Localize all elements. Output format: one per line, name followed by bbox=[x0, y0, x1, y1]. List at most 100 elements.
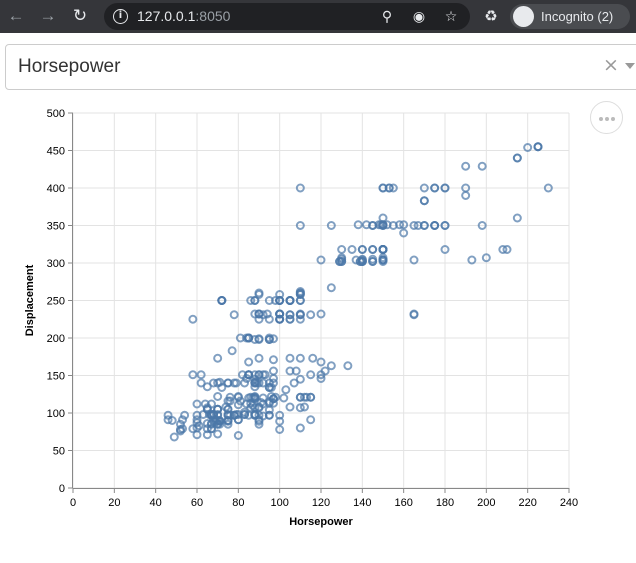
data-point bbox=[268, 366, 278, 376]
data-point bbox=[316, 370, 326, 380]
data-point bbox=[388, 183, 398, 193]
x-tick-label: 120 bbox=[312, 497, 330, 509]
data-point bbox=[295, 423, 305, 433]
data-point bbox=[502, 245, 512, 254]
clear-icon[interactable]: × bbox=[603, 54, 619, 76]
data-point bbox=[295, 288, 305, 298]
data-point bbox=[335, 257, 345, 266]
data-point bbox=[316, 309, 326, 319]
y-tick-label: 150 bbox=[47, 371, 65, 383]
data-point bbox=[419, 221, 429, 230]
data-point bbox=[242, 399, 252, 409]
data-point bbox=[353, 220, 363, 230]
data-point bbox=[337, 245, 347, 254]
data-point bbox=[254, 419, 264, 429]
x-tick-label: 80 bbox=[232, 497, 244, 509]
address-bar[interactable]: i 127.0.0.1:8050 ⚲ ◉ ☆ bbox=[104, 3, 470, 30]
more-dot-icon bbox=[611, 117, 615, 121]
data-point bbox=[306, 392, 316, 402]
data-point bbox=[254, 370, 264, 380]
data-point bbox=[295, 392, 305, 402]
data-point bbox=[275, 425, 285, 434]
data-point bbox=[213, 353, 223, 363]
data-point bbox=[202, 382, 212, 392]
eye-off-icon[interactable]: ◉ bbox=[412, 9, 426, 25]
x-tick-label: 20 bbox=[108, 497, 120, 509]
data-point bbox=[237, 370, 247, 380]
data-point bbox=[233, 431, 243, 440]
data-point bbox=[268, 355, 278, 365]
data-point bbox=[285, 366, 295, 376]
browser-toolbar: ← → ↻ i 127.0.0.1:8050 ⚲ ◉ ☆ ♻ Incognito… bbox=[0, 0, 636, 33]
data-point bbox=[308, 353, 318, 363]
data-point bbox=[233, 410, 243, 419]
chart-actions-button[interactable] bbox=[590, 101, 623, 134]
reload-icon[interactable]: ↻ bbox=[72, 6, 88, 25]
site-info-icon[interactable]: i bbox=[113, 9, 128, 24]
scatter-chart: 0 20 40 60 80 100 120 140 160 180 200 220 240 0 50 100 1… bbox=[24, 108, 578, 528]
data-point bbox=[498, 245, 508, 254]
x-tick-label: 200 bbox=[477, 497, 495, 509]
x-tick-label: 60 bbox=[191, 497, 203, 509]
y-tick-label: 400 bbox=[47, 183, 65, 195]
data-point bbox=[175, 425, 185, 434]
data-point bbox=[268, 334, 278, 344]
data-point bbox=[167, 416, 177, 425]
data-point bbox=[169, 432, 179, 442]
data-point bbox=[306, 370, 316, 380]
x-tick-label: 40 bbox=[150, 497, 162, 509]
data-point bbox=[409, 310, 419, 320]
variable-dropdown[interactable]: Horsepower × bbox=[5, 44, 636, 90]
x-tick-label: 220 bbox=[518, 497, 536, 509]
incognito-label: Incognito (2) bbox=[541, 9, 614, 24]
data-point bbox=[258, 310, 268, 320]
data-point bbox=[543, 183, 553, 193]
data-point bbox=[258, 370, 268, 380]
data-point bbox=[202, 430, 212, 440]
y-tick-label: 200 bbox=[47, 333, 65, 345]
data-point bbox=[285, 353, 295, 363]
data-point bbox=[196, 370, 206, 380]
star-icon[interactable]: ☆ bbox=[444, 9, 458, 25]
data-point bbox=[467, 255, 477, 265]
data-point bbox=[343, 361, 353, 371]
data-point bbox=[285, 402, 295, 412]
data-point bbox=[368, 245, 378, 254]
data-point bbox=[192, 423, 202, 433]
data-point bbox=[295, 353, 305, 363]
back-arrow-icon[interactable]: ← bbox=[7, 6, 25, 25]
data-point bbox=[223, 416, 233, 426]
zoom-icon[interactable]: ⚲ bbox=[381, 9, 393, 25]
url-text[interactable]: 127.0.0.1:8050 bbox=[137, 8, 231, 24]
data-point bbox=[533, 142, 543, 152]
chevron-down-icon[interactable] bbox=[625, 63, 635, 69]
data-point bbox=[295, 403, 305, 413]
extensions-puzzle-icon[interactable]: ♻ bbox=[484, 7, 498, 25]
data-point bbox=[258, 393, 268, 403]
data-point bbox=[295, 309, 305, 319]
data-point bbox=[225, 392, 235, 402]
y-tick-label: 300 bbox=[47, 258, 65, 270]
data-point bbox=[347, 245, 357, 254]
incognito-avatar-icon bbox=[513, 6, 534, 27]
data-point bbox=[264, 333, 274, 343]
data-point bbox=[275, 296, 285, 305]
incognito-profile-button[interactable]: Incognito (2) bbox=[510, 4, 630, 29]
data-point bbox=[326, 361, 336, 371]
data-point bbox=[378, 255, 388, 265]
data-point bbox=[264, 383, 274, 392]
x-tick-label: 100 bbox=[270, 497, 288, 509]
x-axis-title: Horsepower bbox=[289, 516, 353, 528]
data-point bbox=[306, 415, 316, 425]
data-point bbox=[254, 288, 264, 298]
data-point bbox=[233, 392, 243, 402]
forward-arrow-icon[interactable]: → bbox=[39, 6, 57, 25]
data-point bbox=[227, 346, 237, 356]
x-tick-label: 140 bbox=[353, 497, 371, 509]
data-point bbox=[206, 419, 216, 429]
data-point bbox=[409, 255, 419, 265]
data-point bbox=[188, 370, 198, 380]
data-point bbox=[254, 309, 264, 319]
data-point bbox=[409, 221, 419, 230]
data-point bbox=[279, 393, 289, 403]
